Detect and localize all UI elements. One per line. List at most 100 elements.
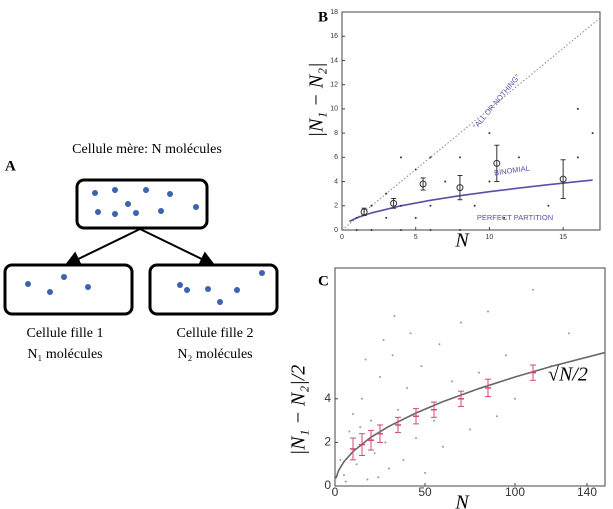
data-point — [415, 437, 417, 440]
marker — [360, 208, 368, 216]
data-point — [488, 132, 491, 135]
error-point — [458, 390, 464, 407]
panel-label: C — [318, 273, 329, 289]
data-point — [343, 474, 345, 477]
data-point — [388, 467, 390, 470]
marker — [559, 175, 567, 183]
data-point — [505, 354, 507, 357]
data-point — [429, 229, 432, 231]
data-point — [429, 156, 432, 159]
data-point — [379, 376, 381, 378]
data-point — [382, 338, 385, 341]
y-tick-label: 2 — [334, 203, 338, 210]
data-point — [576, 107, 579, 110]
cell-name: Cellule fille 2 — [177, 326, 254, 341]
data-point — [370, 229, 373, 231]
data-point — [414, 168, 417, 171]
data-point — [469, 428, 471, 431]
curve — [349, 179, 593, 223]
data-point — [487, 310, 489, 313]
error-point — [360, 207, 368, 216]
arrow — [64, 228, 141, 266]
data-point — [503, 216, 506, 219]
data-point — [517, 156, 520, 159]
data-point — [402, 458, 405, 461]
x-axis-label: N — [454, 492, 470, 509]
data-point — [359, 426, 362, 429]
data-point — [355, 463, 358, 466]
data-point — [352, 413, 354, 416]
error-point — [395, 416, 401, 434]
cell-count: N₁ molécules — [27, 347, 102, 362]
x-tick-label: 100 — [505, 485, 525, 499]
data-point — [420, 365, 423, 368]
y-tick-label: 12 — [330, 82, 338, 89]
plot-frame — [334, 267, 606, 487]
y-tick-label: 0 — [324, 478, 331, 492]
x-tick-label: 0 — [340, 234, 344, 241]
y-tick-label: 4 — [334, 178, 338, 185]
data-point — [397, 408, 399, 411]
error-point — [359, 433, 365, 456]
data-point — [344, 480, 347, 483]
molecules — [25, 187, 265, 305]
error-point — [377, 424, 383, 443]
cell-name: Cellule fille 1 — [27, 326, 104, 341]
data-point — [473, 204, 476, 207]
daughter-cell — [148, 263, 279, 316]
data-point — [391, 354, 394, 357]
y-tick-label: 16 — [330, 33, 338, 40]
x-axis-label: N — [454, 230, 470, 252]
error-point — [530, 364, 536, 381]
data-point — [399, 229, 402, 231]
y-tick-label: 6 — [334, 154, 338, 161]
data-point — [442, 445, 444, 448]
curve — [335, 351, 605, 479]
y-tick-label: 18 — [330, 9, 338, 16]
marker — [493, 159, 501, 167]
panel-label: B — [318, 9, 328, 25]
error-point — [419, 177, 427, 191]
data-point — [377, 476, 380, 479]
data-point — [458, 229, 461, 231]
y-tick-label: 0 — [334, 227, 338, 234]
data-point — [424, 471, 426, 474]
data-point — [399, 156, 402, 159]
y-axis-label: |N₁ − N₂|/2 — [288, 365, 310, 456]
data-point — [348, 430, 351, 433]
data-point — [370, 419, 372, 422]
error-point — [413, 408, 419, 425]
data-point — [406, 386, 408, 389]
data-point — [444, 180, 447, 183]
data-point — [460, 321, 462, 324]
error-point — [456, 175, 464, 201]
x-tick-label: 50 — [418, 485, 432, 499]
data-point — [576, 156, 579, 159]
data-point — [514, 397, 516, 400]
y-tick-label: 10 — [330, 106, 338, 113]
x-tick-label: 140 — [577, 485, 597, 499]
mother-cell — [75, 178, 209, 230]
y-axis-label: |N₁ − N₂| — [306, 62, 328, 137]
arrow — [139, 228, 216, 266]
data-point — [458, 156, 461, 159]
data-point — [385, 216, 388, 219]
data-point — [361, 397, 363, 400]
annotation: PERFECT PARTITION — [477, 213, 553, 222]
marker — [456, 184, 464, 192]
data-point — [385, 192, 388, 195]
data-point — [366, 478, 369, 481]
curve-label: √N/2 — [548, 364, 588, 386]
annotation: "ALL OR NOTHING" — [471, 72, 522, 130]
data-point — [429, 204, 432, 207]
data-point — [384, 441, 387, 444]
data-point — [438, 343, 441, 346]
error-point — [390, 198, 398, 209]
y-tick-label: 4 — [324, 391, 331, 405]
y-tick-label: 2 — [324, 435, 331, 449]
error-point — [559, 159, 567, 200]
x-tick-label: 15 — [559, 234, 567, 241]
plot-frame — [341, 11, 601, 231]
y-tick-label: 14 — [330, 57, 338, 64]
data-point — [399, 204, 402, 207]
